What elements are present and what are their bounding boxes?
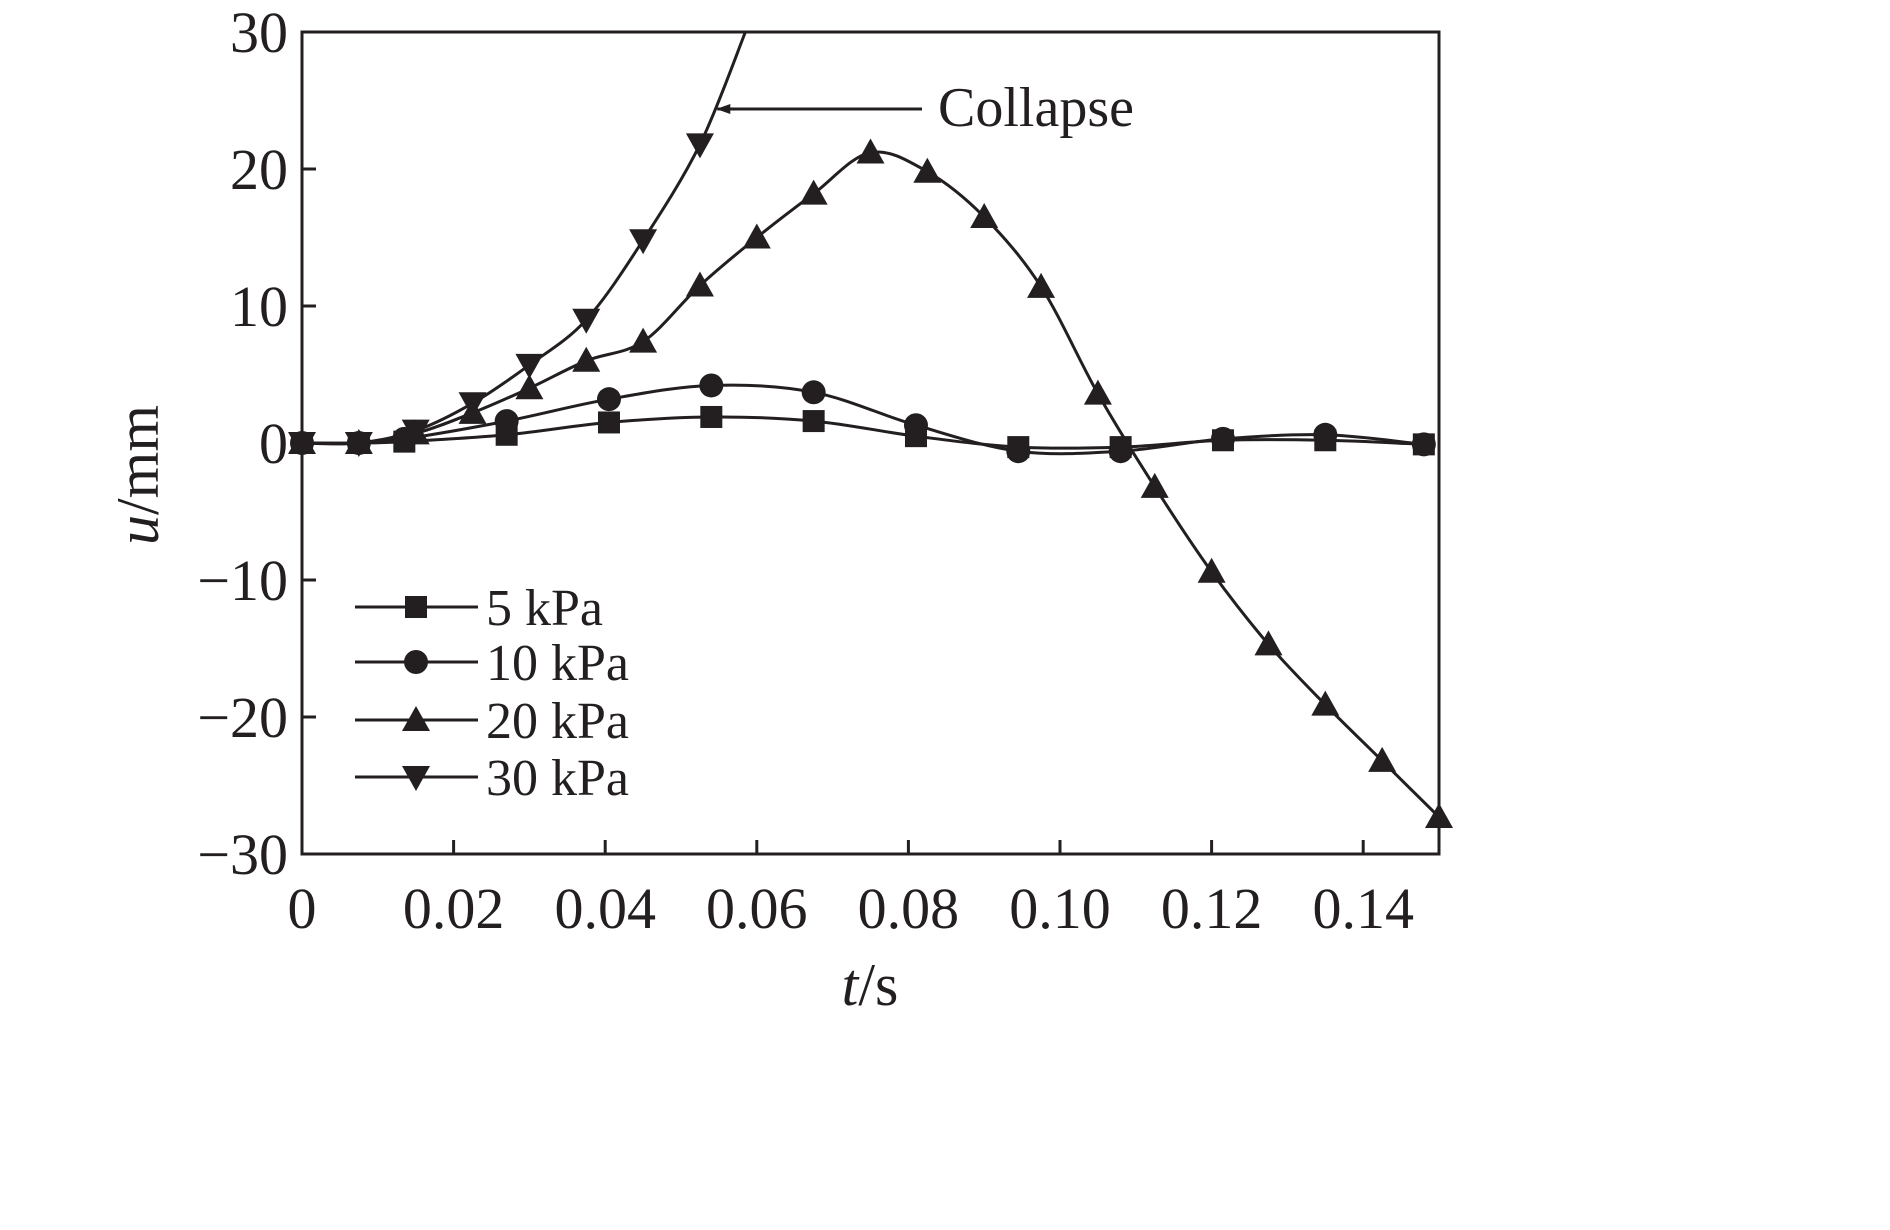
y-tick-label: 30 — [230, 0, 288, 65]
y-tick-label: −30 — [197, 822, 288, 887]
data-point-10-kpa — [801, 380, 826, 405]
x-tick-label: 0 — [288, 876, 317, 941]
data-point-20-kpa — [913, 157, 942, 183]
legend-marker — [402, 706, 430, 731]
data-point-5-kpa — [700, 405, 723, 428]
data-point-10-kpa — [1210, 426, 1235, 451]
legend-item-20-kpa: 20 kPa — [355, 693, 629, 750]
axis-ticks: 0 0.02 0.04 0.06 0.08 0.10 0.12 0.14 30 20 10 0 −10 −… — [197, 0, 1414, 941]
collapse-label: Collapse — [938, 77, 1134, 139]
data-point-30-kpa — [629, 229, 658, 255]
x-tick-label: 0.04 — [554, 876, 656, 941]
data-point-5-kpa — [597, 411, 620, 434]
series-line-20-kpa — [302, 150, 1439, 819]
x-tick-label: 0.12 — [1161, 876, 1263, 941]
data-point-20-kpa — [1083, 379, 1112, 405]
data-point-10-kpa — [1411, 432, 1436, 457]
data-point-20-kpa — [799, 179, 828, 205]
data-point-10-kpa — [596, 387, 621, 412]
data-point-10-kpa — [494, 409, 519, 434]
data-point-20-kpa — [1311, 690, 1340, 716]
legend-item-10-kpa: 10 kPa — [355, 635, 629, 692]
data-point-20-kpa — [572, 346, 601, 372]
y-tick-label: 10 — [230, 274, 288, 339]
data-point-30-kpa — [344, 432, 373, 457]
data-point-30-kpa — [515, 353, 544, 379]
legend-marker — [402, 766, 430, 791]
data-point-20-kpa — [1368, 746, 1397, 772]
data-point-20-kpa — [629, 327, 658, 353]
y-tick-label: 20 — [230, 137, 288, 202]
series-line-30-kpa — [302, 32, 747, 446]
x-tick-label: 0.08 — [858, 876, 960, 941]
series-markers — [288, 133, 1453, 829]
y-axis-label: u/mm — [105, 405, 171, 545]
data-point-20-kpa — [1254, 630, 1283, 656]
x-tick-label: 0.10 — [1009, 876, 1111, 941]
legend-marker — [405, 596, 427, 618]
x-axis-label: t/s — [842, 952, 899, 1018]
data-point-5-kpa — [802, 410, 825, 433]
legend-item-5-kpa: 5 kPa — [355, 580, 603, 637]
data-point-10-kpa — [903, 413, 928, 438]
y-tick-label: −20 — [197, 685, 288, 750]
data-point-20-kpa — [970, 202, 999, 228]
legend-label: 10 kPa — [486, 635, 629, 692]
data-point-30-kpa — [288, 432, 316, 457]
data-point-20-kpa — [1027, 272, 1056, 298]
legend-label: 5 kPa — [486, 580, 603, 637]
data-point-10-kpa — [1313, 422, 1338, 447]
legend-marker — [404, 650, 428, 674]
data-point-30-kpa — [572, 308, 601, 334]
data-point-20-kpa — [1140, 472, 1169, 498]
x-tick-label: 0.14 — [1312, 876, 1414, 941]
y-tick-label: −10 — [197, 548, 288, 613]
y-tick-label: 0 — [259, 411, 288, 476]
data-point-20-kpa — [685, 271, 714, 297]
data-point-10-kpa — [1006, 439, 1031, 464]
data-point-10-kpa — [1108, 439, 1133, 464]
data-point-30-kpa — [401, 419, 430, 445]
data-point-30-kpa — [458, 392, 487, 418]
data-point-10-kpa — [699, 373, 724, 398]
legend-item-30-kpa: 30 kPa — [355, 750, 629, 807]
x-tick-label: 0.06 — [706, 876, 808, 941]
data-point-20-kpa — [856, 138, 885, 164]
x-tick-label: 0.02 — [403, 876, 505, 941]
data-point-20-kpa — [1197, 557, 1226, 583]
data-point-30-kpa — [685, 133, 714, 159]
collapse-annotation: Collapse — [716, 77, 1134, 139]
legend-label: 30 kPa — [486, 750, 629, 807]
data-point-20-kpa — [742, 223, 771, 249]
data-point-20-kpa — [1425, 803, 1453, 829]
legend-label: 20 kPa — [486, 693, 629, 750]
data-point-20-kpa — [515, 374, 544, 400]
